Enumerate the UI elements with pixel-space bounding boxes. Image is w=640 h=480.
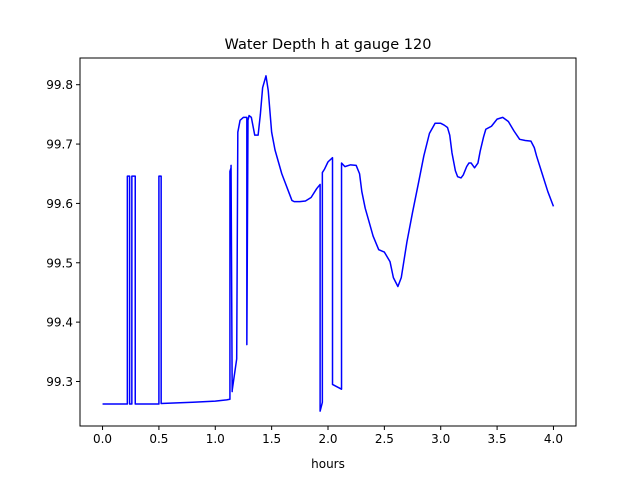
x-tick-label: 0.5 [149, 432, 168, 446]
x-tick-label: 4.0 [544, 432, 563, 446]
x-tick-label: 0.0 [93, 432, 112, 446]
x-tick-label: 2.5 [375, 432, 394, 446]
x-tick-label: 3.0 [431, 432, 450, 446]
x-tick-label: 1.0 [206, 432, 225, 446]
plot-area [102, 75, 555, 412]
series-line-0 [102, 75, 555, 412]
y-tick-label: 99.5 [46, 256, 73, 270]
x-axis-label: hours [311, 457, 345, 471]
plot-frame [79, 57, 577, 427]
y-tick-label: 99.3 [46, 375, 73, 389]
y-tick-label: 99.8 [46, 78, 73, 92]
x-tick-label: 2.0 [318, 432, 337, 446]
x-tick-label: 3.5 [488, 432, 507, 446]
y-tick-label: 99.6 [46, 197, 73, 211]
y-axis-ticks: 99.3 99.4 99.5 99.6 99.7 99.8 [46, 78, 80, 389]
y-tick-label: 99.4 [46, 316, 73, 330]
x-axis-ticks: 0.0 0.5 1.0 1.5 2.0 2.5 3.0 3.5 4.0 [93, 426, 563, 446]
chart-title: Water Depth h at gauge 120 [225, 37, 432, 53]
y-tick-label: 99.7 [46, 138, 73, 152]
x-tick-label: 1.5 [262, 432, 281, 446]
